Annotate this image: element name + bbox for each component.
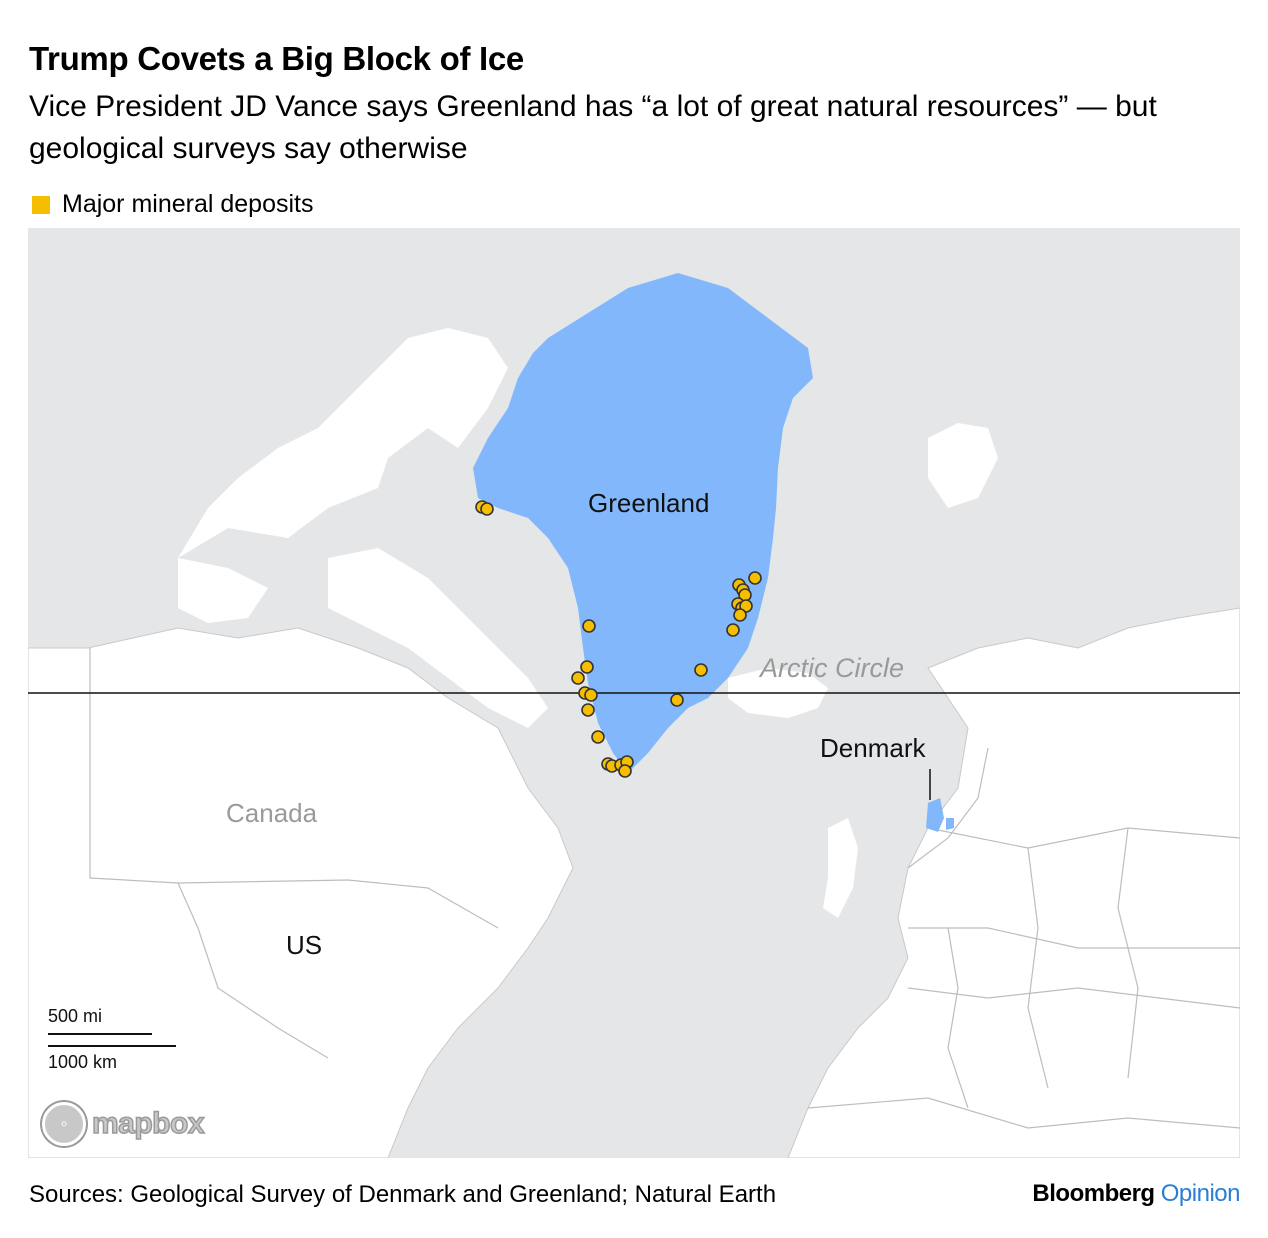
great-britain bbox=[823, 818, 858, 918]
label-arctic-circle: Arctic Circle bbox=[760, 653, 905, 683]
country-borders bbox=[89, 648, 1240, 1129]
chart-title: Trump Covets a Big Block of Ice bbox=[29, 40, 524, 77]
deposit-marker bbox=[733, 608, 747, 622]
deposit-marker bbox=[581, 703, 595, 717]
deposit-marker bbox=[571, 671, 585, 685]
legend-label: Major mineral deposits bbox=[62, 190, 314, 218]
map[interactable]: Greenland Arctic Circle Denmark Canada U… bbox=[28, 228, 1240, 1158]
deposit-marker bbox=[580, 660, 594, 674]
svalbard bbox=[928, 423, 998, 508]
deposit-marker bbox=[480, 502, 494, 516]
mapbox-wordmark: mapbox bbox=[91, 1106, 205, 1141]
label-greenland: Greenland bbox=[588, 488, 710, 518]
denmark-shape bbox=[926, 798, 944, 832]
eurasia-land bbox=[787, 607, 1240, 1158]
west-arctic-island bbox=[178, 558, 268, 623]
canadian-arctic-islands bbox=[178, 328, 508, 558]
chart-subtitle: Vice President JD Vance says Greenland h… bbox=[29, 90, 1157, 165]
legend: Major mineral deposits bbox=[32, 190, 314, 219]
deposit-marker bbox=[694, 663, 708, 677]
legend-swatch bbox=[32, 195, 50, 214]
greenland-shape bbox=[473, 273, 813, 773]
scale-miles-label: 500 mi bbox=[48, 1006, 103, 1026]
deposit-marker bbox=[584, 688, 598, 702]
brand-accent: Opinion bbox=[1160, 1180, 1241, 1207]
brand-main: Bloomberg bbox=[1032, 1180, 1155, 1207]
deposit-marker bbox=[726, 623, 740, 637]
deposit-marker bbox=[618, 764, 632, 778]
label-denmark: Denmark bbox=[820, 733, 926, 763]
north-america-land bbox=[28, 627, 574, 1158]
deposit-marker bbox=[582, 619, 596, 633]
deposit-marker bbox=[670, 693, 684, 707]
map-canvas bbox=[28, 273, 1240, 1158]
deposit-markers bbox=[475, 500, 762, 778]
mapbox-logo-icon: ◦ bbox=[42, 1102, 86, 1146]
mapbox-attribution[interactable]: ◦ mapbox bbox=[42, 1102, 205, 1146]
denmark-islands bbox=[946, 818, 954, 830]
deposit-marker bbox=[591, 730, 605, 744]
source-note: Sources: Geological Survey of Denmark an… bbox=[29, 1181, 777, 1208]
baffin-island bbox=[328, 548, 548, 728]
brand-logo: Bloomberg Opinion bbox=[1032, 1180, 1240, 1208]
label-us: US bbox=[286, 930, 323, 960]
scale-miles-bar bbox=[48, 1033, 152, 1035]
label-canada: Canada bbox=[226, 798, 318, 828]
scale-km-label: 1000 km bbox=[48, 1052, 118, 1072]
scale-km-bar bbox=[48, 1045, 176, 1047]
deposit-marker bbox=[748, 571, 762, 585]
